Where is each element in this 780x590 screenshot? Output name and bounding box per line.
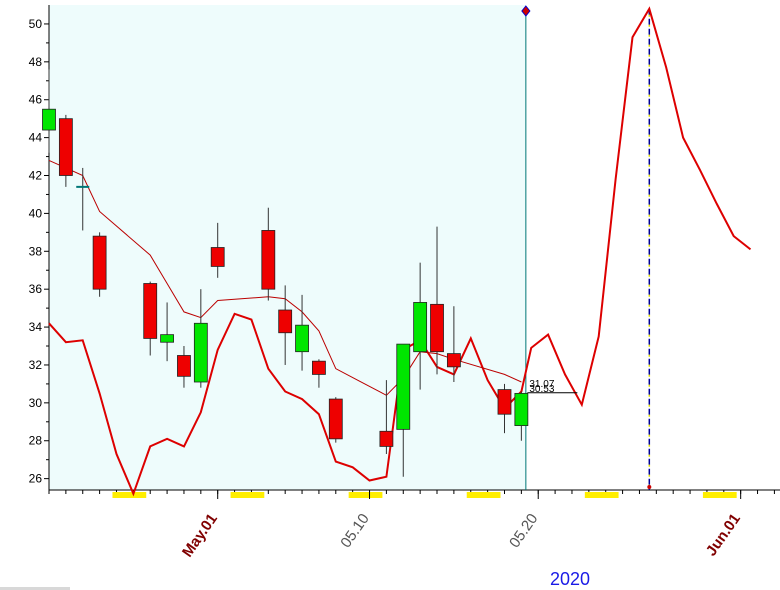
candle-body <box>278 309 293 334</box>
candle-body <box>58 118 73 176</box>
weekend-marker <box>584 492 619 498</box>
candle-body <box>143 283 158 339</box>
candle-body <box>413 302 428 353</box>
weekend-marker <box>112 492 147 498</box>
candle-body <box>295 324 309 353</box>
y-tick-label: 50 <box>29 17 43 31</box>
y-tick-label: 40 <box>29 206 43 220</box>
history-shade <box>49 5 526 490</box>
y-tick-label: 34 <box>29 320 43 334</box>
last-value-label: 31.07 <box>529 379 554 390</box>
weekend-marker <box>230 492 265 498</box>
y-tick-label: 44 <box>29 131 43 145</box>
candle-body <box>396 343 411 430</box>
y-tick-label: 28 <box>29 434 43 448</box>
today-marker <box>521 5 531 17</box>
y-tick-label: 46 <box>29 93 43 107</box>
y-tick-label: 26 <box>29 472 43 486</box>
candle-body <box>160 334 174 343</box>
y-tick-label: 38 <box>29 244 43 258</box>
last-value-label: 30.53 <box>529 384 554 395</box>
candle-body <box>261 230 276 290</box>
y-tick-label: 42 <box>29 169 43 183</box>
candle-body <box>92 235 107 290</box>
y-tick-label: 48 <box>29 55 43 69</box>
year-label: 2020 <box>550 569 590 589</box>
candle-body <box>177 355 191 377</box>
y-tick-label: 30 <box>29 396 43 410</box>
candle-body <box>514 392 529 426</box>
candle-body <box>210 247 225 267</box>
weekend-marker <box>466 492 501 498</box>
bottom-scroll-stub <box>0 587 70 590</box>
candle-body <box>446 353 461 368</box>
candle-body <box>328 398 343 440</box>
candle-body <box>42 108 56 131</box>
weekend-marker <box>348 492 383 498</box>
candle-body <box>497 389 512 415</box>
candle-body <box>430 303 444 353</box>
candle-body <box>379 430 394 447</box>
y-tick-label: 32 <box>29 358 43 372</box>
candle-body <box>312 360 326 375</box>
peak-line-end-marker <box>647 485 652 489</box>
candle-body <box>193 322 208 383</box>
weekend-marker <box>702 492 737 498</box>
y-tick-label: 36 <box>29 282 43 296</box>
